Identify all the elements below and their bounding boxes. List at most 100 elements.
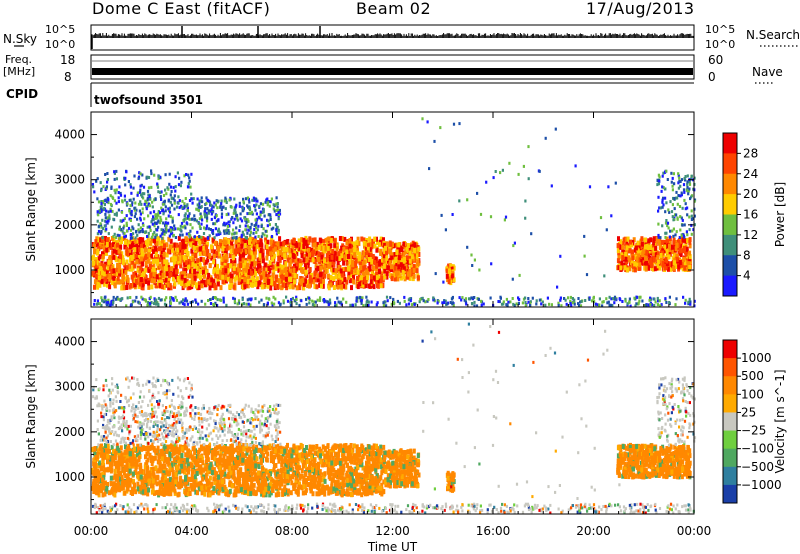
power-data-cell xyxy=(168,244,172,250)
power-data-cell xyxy=(318,272,322,278)
power-data-cell xyxy=(124,176,127,180)
power-data-cell xyxy=(105,209,108,213)
velocity-data-cell xyxy=(146,457,150,463)
power-data-cell xyxy=(140,202,143,206)
power-data-cell xyxy=(113,271,117,277)
power-data-cell xyxy=(123,198,127,202)
power-data-cell xyxy=(253,260,257,266)
power-data-cell xyxy=(633,261,637,267)
power-data-cell xyxy=(314,263,318,269)
power-data-cell xyxy=(405,259,409,265)
power-data-cell xyxy=(266,274,270,280)
power-data-cell xyxy=(105,247,109,253)
power-data-cell xyxy=(233,300,236,303)
power-data-cell xyxy=(271,303,274,307)
power-data-cell xyxy=(93,284,96,290)
power-ylabel: Slant Range [km] xyxy=(24,157,38,261)
power-data-cell xyxy=(248,247,252,253)
power-data-cell xyxy=(517,172,520,176)
power-data-cell xyxy=(670,171,673,175)
power-data-cell xyxy=(324,237,328,243)
power-data-cell xyxy=(245,228,248,232)
power-data-cell xyxy=(385,271,389,277)
power-data-cell xyxy=(104,219,107,223)
power-data-cell xyxy=(137,255,141,260)
power-data-cell xyxy=(501,168,504,172)
power-data-cell xyxy=(112,237,116,243)
power-data-cell xyxy=(408,269,412,274)
power-data-cell xyxy=(159,270,163,276)
power-data-cell xyxy=(317,251,321,257)
power-data-cell xyxy=(653,297,656,301)
power-data-cell xyxy=(337,283,341,289)
power-data-cell xyxy=(146,189,150,193)
power-data-cell xyxy=(141,278,145,284)
power-data-cell xyxy=(279,250,283,255)
power-data-cell xyxy=(182,298,185,302)
power-data-cell xyxy=(240,235,243,239)
power-data-cell xyxy=(367,303,370,307)
power-data-cell xyxy=(415,251,418,257)
power-data-cell xyxy=(197,209,200,212)
power-data-cell xyxy=(588,185,592,189)
power-data-cell xyxy=(413,242,417,248)
power-data-cell xyxy=(408,254,412,260)
power-data-cell xyxy=(515,302,518,306)
power-data-cell xyxy=(155,283,158,289)
power-data-cell xyxy=(318,299,322,302)
power-data-cell xyxy=(473,300,476,304)
power-data-cell xyxy=(682,183,686,187)
power-data-cell xyxy=(196,203,199,207)
power-data-cell xyxy=(136,191,139,195)
power-data-cell xyxy=(313,303,316,307)
power-data-cell xyxy=(317,257,321,262)
power-data-cell xyxy=(340,302,343,306)
power-data-cell xyxy=(238,204,241,208)
power-data-cell xyxy=(690,214,693,218)
velocity-data-cell xyxy=(184,483,188,488)
power-data-cell xyxy=(308,275,312,281)
power-data-cell xyxy=(544,303,547,307)
power-data-cell xyxy=(158,263,162,269)
power-data-cell xyxy=(118,251,122,257)
power-data-cell xyxy=(657,222,660,226)
power-data-cell xyxy=(332,285,336,290)
power-data-cell xyxy=(200,215,203,218)
power-data-cell xyxy=(97,275,101,281)
power-data-cell xyxy=(138,209,141,213)
power-data-cell xyxy=(578,304,581,307)
power-data-cell xyxy=(172,260,176,266)
power-data-cell xyxy=(670,180,673,184)
power-data-cell xyxy=(136,267,140,273)
power-data-cell xyxy=(226,263,229,269)
power-data-cell xyxy=(244,224,247,228)
power-data-cell xyxy=(567,296,570,300)
power-data-cell xyxy=(195,236,199,242)
power-data-cell xyxy=(261,202,265,206)
power-data-cell xyxy=(382,237,385,243)
power-data-cell xyxy=(196,207,199,211)
power-data-cell xyxy=(248,239,251,245)
power-data-cell xyxy=(129,228,132,232)
power-data-cell xyxy=(410,303,414,307)
power-data-cell xyxy=(139,256,143,262)
power-data-cell xyxy=(155,274,159,280)
power-data-cell xyxy=(621,241,625,247)
power-data-cell xyxy=(96,260,100,266)
power-data-cell xyxy=(115,201,118,205)
power-data-cell xyxy=(254,281,258,287)
power-data-cell xyxy=(690,209,693,213)
power-data-cell xyxy=(584,299,587,302)
power-data-cell xyxy=(375,275,379,281)
power-data-cell xyxy=(592,295,595,299)
power-data-cell xyxy=(208,263,212,268)
power-data-cell xyxy=(150,172,153,176)
power-data-cell xyxy=(205,224,209,228)
power-data-cell xyxy=(661,205,664,209)
power-data-cell xyxy=(275,213,278,217)
power-data-cell xyxy=(107,198,110,202)
power-data-cell xyxy=(345,260,349,266)
power-data-cell xyxy=(139,184,142,188)
power-data-cell xyxy=(247,228,251,232)
power-data-cell xyxy=(319,245,323,251)
